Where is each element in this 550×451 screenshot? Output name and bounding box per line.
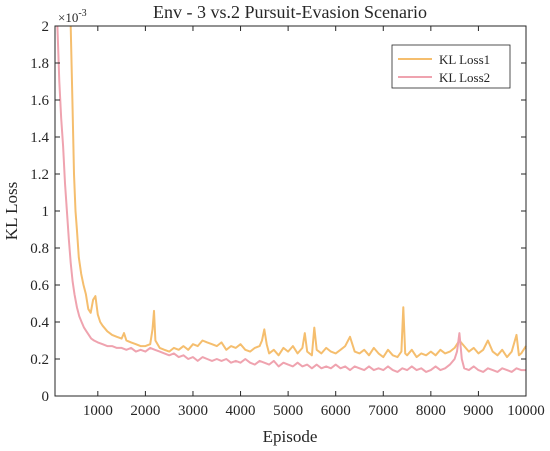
series-line-kl-loss2 xyxy=(56,25,526,373)
y-exponent-label: ×10-3 xyxy=(58,8,87,25)
y-tick-label: 1.6 xyxy=(30,93,49,109)
y-tick-label: 1 xyxy=(42,204,50,220)
legend-label-kl-loss2: KL Loss2 xyxy=(439,70,490,85)
y-axis-label: KL Loss xyxy=(2,182,21,240)
y-tick-label: 1.2 xyxy=(30,167,49,183)
plot-lines xyxy=(56,25,527,373)
y-tick-label: 1.8 xyxy=(30,56,49,72)
y-tick-label: 0.8 xyxy=(30,241,49,257)
x-tick-label: 7000 xyxy=(368,403,398,419)
y-tick-label: 0.4 xyxy=(30,315,49,331)
y-tick-label: 1.4 xyxy=(30,130,49,146)
x-tick-label: 6000 xyxy=(321,403,351,419)
x-tick-label: 9000 xyxy=(463,403,493,419)
x-tick-label: 4000 xyxy=(226,403,256,419)
x-tick-label: 10000 xyxy=(507,403,545,419)
chart-title: Env - 3 vs.2 Pursuit-Evasion Scenario xyxy=(153,2,427,22)
svg-text:×10-3: ×10-3 xyxy=(58,8,87,25)
series-line-kl-loss1 xyxy=(69,25,527,359)
x-tick-label: 5000 xyxy=(273,403,303,419)
x-tick-label: 2000 xyxy=(130,403,160,419)
x-axis-label: Episode xyxy=(263,427,318,446)
x-tick-label: 8000 xyxy=(416,403,446,419)
y-tick-label: 0.6 xyxy=(30,278,49,294)
y-tick-label: 0.2 xyxy=(30,352,49,368)
legend: KL Loss1 KL Loss2 xyxy=(391,44,511,89)
y-axis-ticks: 0 0.2 0.4 0.6 0.8 1 1.2 1.4 1.6 1.8 2 xyxy=(30,19,526,405)
legend-label-kl-loss1: KL Loss1 xyxy=(439,52,490,67)
x-tick-label: 3000 xyxy=(178,403,208,419)
legend-box xyxy=(391,44,511,89)
y-tick-label: 0 xyxy=(42,389,50,405)
x-tick-label: 1000 xyxy=(83,403,113,419)
x-axis-ticks: 1000 2000 3000 4000 5000 6000 7000 8000 9000 1000… xyxy=(83,26,545,419)
y-tick-label: 2 xyxy=(42,19,50,35)
